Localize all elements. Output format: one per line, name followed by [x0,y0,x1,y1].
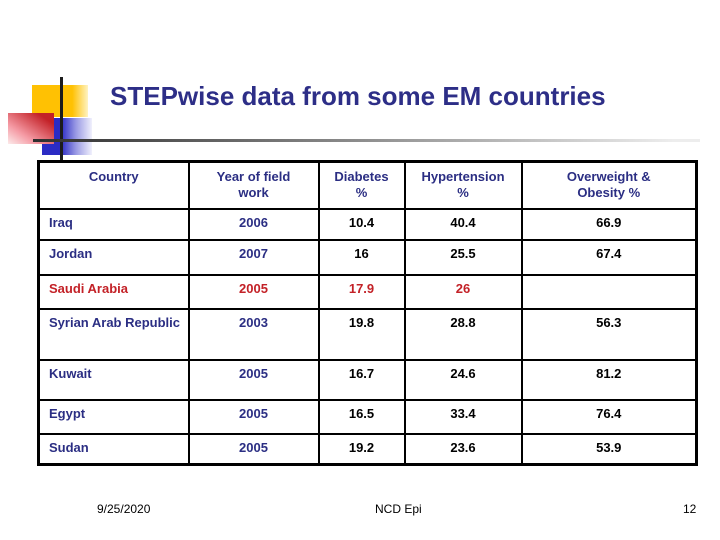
cell-diabetes: 16 [317,238,406,276]
cell-hypertension: 28.8 [403,307,523,361]
cell-country: Egypt [37,398,190,435]
accent-vertical-line [60,77,63,161]
cell-hypertension: 33.4 [403,398,523,435]
column-header-year: Year of field work [187,160,320,210]
column-header-diabetes: Diabetes % [317,160,406,210]
table-header-row: Country Year of field work Diabetes % Hy… [37,160,698,210]
cell-diabetes: 19.2 [317,432,406,466]
cell-hypertension: 25.5 [403,238,523,276]
cell-hypertension: 26 [403,273,523,310]
table-row: Saudi Arabia 2005 17.9 26 [37,273,698,310]
cell-diabetes: 19.8 [317,307,406,361]
cell-year: 2007 [187,238,320,276]
cell-overweight [520,273,698,310]
table-row: Jordan 2007 16 25.5 67.4 [37,238,698,276]
table-body: Iraq 2006 10.4 40.4 66.9 Jordan 2007 16 25.5 67.4… [37,207,698,466]
cell-overweight: 81.2 [520,358,698,401]
footer-date: 9/25/2020 [97,502,151,516]
cell-year: 2005 [187,273,320,310]
cell-hypertension: 24.6 [403,358,523,401]
column-header-hypertension: Hypertension % [403,160,523,210]
cell-overweight: 53.9 [520,432,698,466]
cell-diabetes: 16.7 [317,358,406,401]
page-number: 12 [683,502,697,516]
footer-label: NCD Epi [375,502,422,516]
table-row: Iraq 2006 10.4 40.4 66.9 [37,207,698,241]
cell-year: 2006 [187,207,320,241]
cell-country: Kuwait [37,358,190,401]
cell-country: Saudi Arabia [37,273,190,310]
table-row: Kuwait 2005 16.7 24.6 81.2 [37,358,698,401]
cell-diabetes: 17.9 [317,273,406,310]
cell-year: 2005 [187,398,320,435]
column-header-overweight: Overweight & Obesity % [520,160,698,210]
cell-overweight: 66.9 [520,207,698,241]
cell-overweight: 76.4 [520,398,698,435]
cell-diabetes: 16.5 [317,398,406,435]
cell-year: 2003 [187,307,320,361]
title-underline [33,139,700,142]
table-header: Country Year of field work Diabetes % Hy… [37,160,698,210]
table-row: Syrian Arab Republic 2003 19.8 28.8 56.3 [37,307,698,361]
table-row: Egypt 2005 16.5 33.4 76.4 [37,398,698,435]
cell-diabetes: 10.4 [317,207,406,241]
cell-country: Iraq [37,207,190,241]
cell-overweight: 67.4 [520,238,698,276]
cell-overweight: 56.3 [520,307,698,361]
cell-hypertension: 23.6 [403,432,523,466]
cell-country: Syrian Arab Republic [37,307,190,361]
accent-square-red [8,113,54,144]
column-header-country: Country [37,160,190,210]
data-table: Country Year of field work Diabetes % Hy… [37,160,698,466]
slide-title: STEPwise data from some EM countries [110,81,606,111]
table-row: Sudan 2005 19.2 23.6 53.9 [37,432,698,466]
cell-year: 2005 [187,432,320,466]
cell-year: 2005 [187,358,320,401]
cell-country: Sudan [37,432,190,466]
cell-country: Jordan [37,238,190,276]
cell-hypertension: 40.4 [403,207,523,241]
